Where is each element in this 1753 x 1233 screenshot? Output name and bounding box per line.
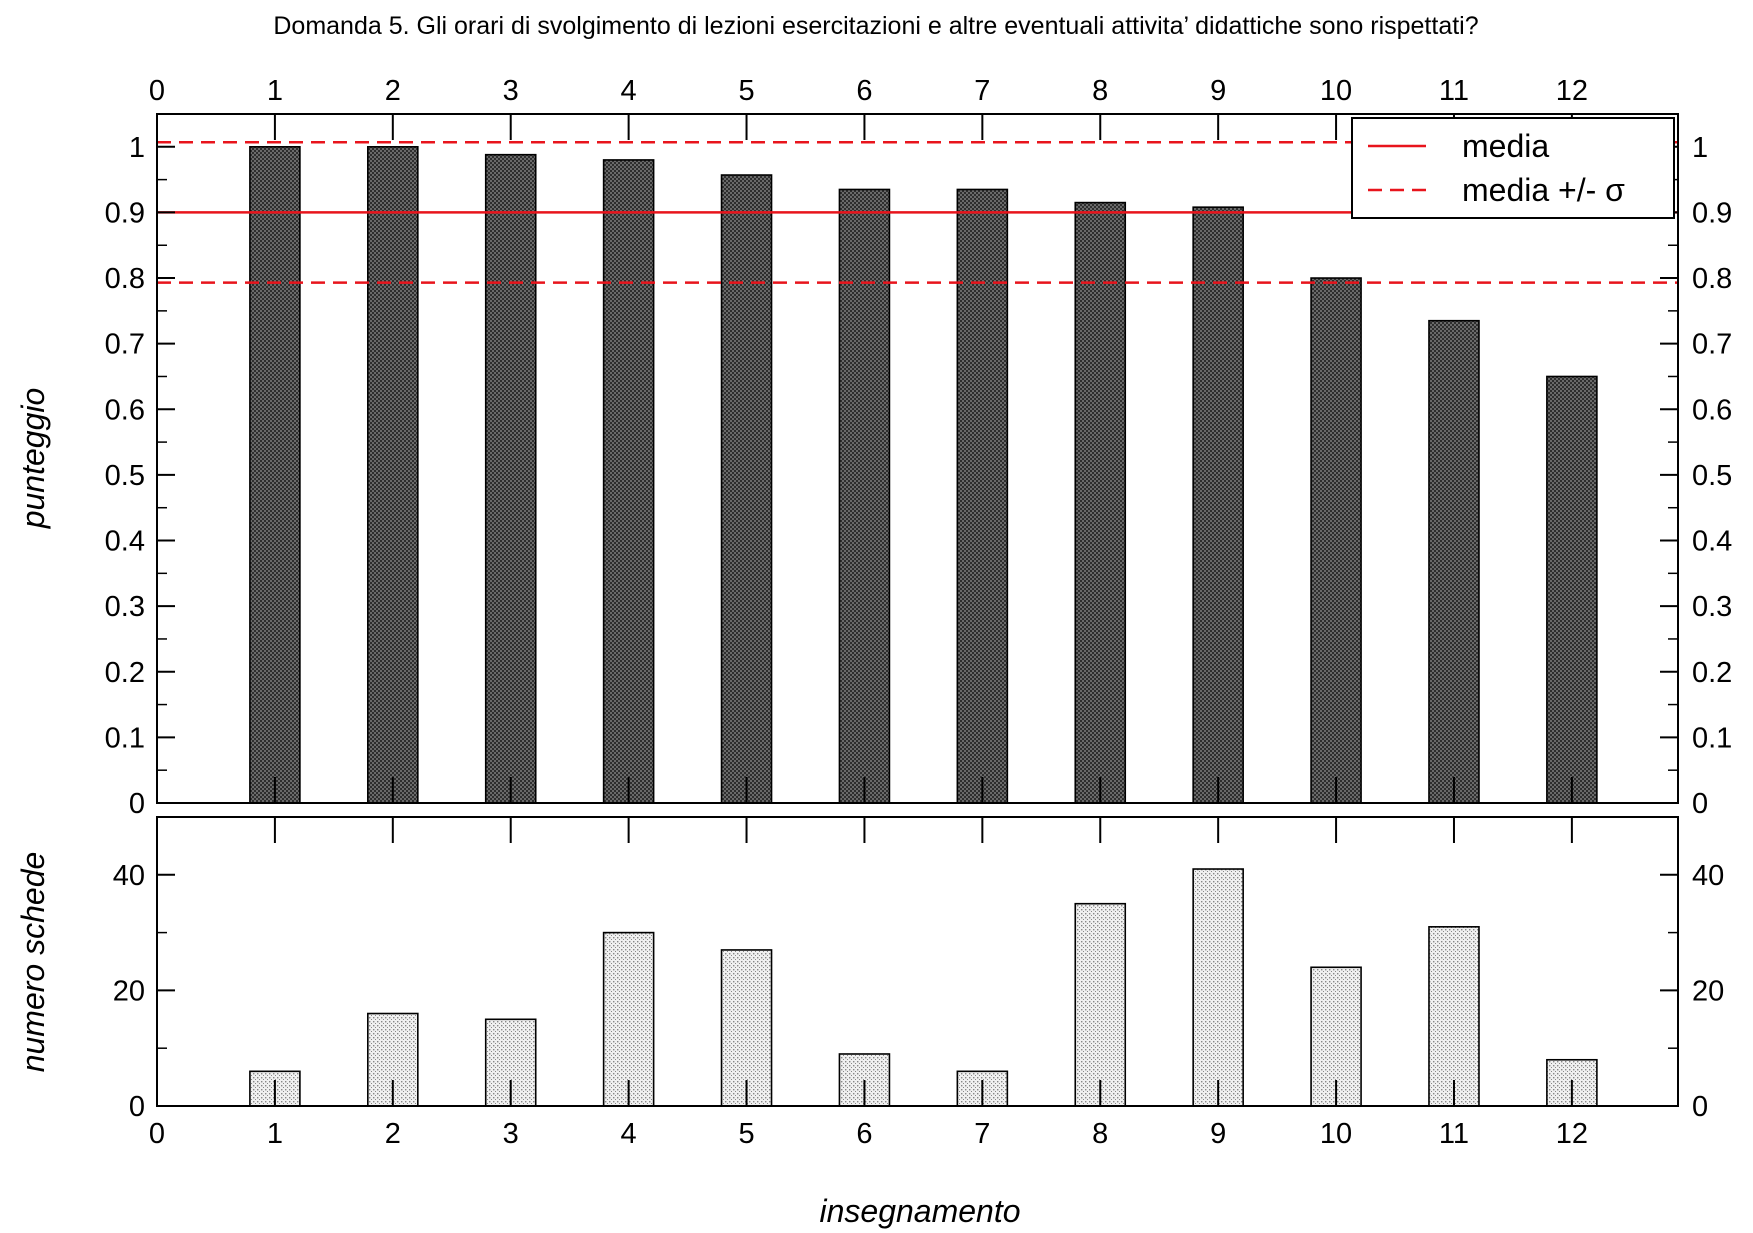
xtick-label-bottom: 7 bbox=[974, 1118, 990, 1150]
count-ytick-label-left: 20 bbox=[113, 975, 145, 1007]
count-ytick-label-left: 0 bbox=[129, 1091, 145, 1123]
score-bar-10 bbox=[1310, 277, 1362, 804]
xtick-label-top: 10 bbox=[1320, 75, 1352, 107]
xtick-label-top: 2 bbox=[385, 75, 401, 107]
xtick-label-top: 1 bbox=[267, 75, 283, 107]
legend-box bbox=[1351, 117, 1675, 219]
legend-label-1: media bbox=[1462, 128, 1549, 164]
count-ytick-label-right: 0 bbox=[1692, 1091, 1708, 1123]
score-ytick-label-right: 0.7 bbox=[1692, 329, 1732, 361]
score-ytick-label-right: 0.5 bbox=[1692, 460, 1732, 492]
count-plot-frame bbox=[156, 816, 1679, 1107]
xtick-label-bottom: 9 bbox=[1210, 1118, 1226, 1150]
score-ytick-label-right: 0.4 bbox=[1692, 526, 1732, 558]
score-bar-9 bbox=[1192, 206, 1244, 804]
y-axis-label-count: numero schede bbox=[15, 852, 51, 1073]
score-ytick-label-right: 1 bbox=[1692, 132, 1708, 164]
score-bar-5 bbox=[720, 174, 773, 804]
score-ytick-label-right: 0.1 bbox=[1692, 722, 1732, 754]
xtick-label-top: 12 bbox=[1556, 75, 1588, 107]
xtick-label-bottom: 12 bbox=[1556, 1118, 1588, 1150]
xtick-label-top: 6 bbox=[856, 75, 872, 107]
score-ytick-label-left: 0.1 bbox=[105, 722, 145, 754]
score-ytick-label-right: 0.6 bbox=[1692, 394, 1732, 426]
score-bar-3 bbox=[484, 153, 537, 804]
y-axis-label-score: punteggio bbox=[15, 388, 51, 530]
score-ytick-label-left: 1 bbox=[129, 132, 145, 164]
count-ytick-label-right: 20 bbox=[1692, 975, 1724, 1007]
score-ytick-label-left: 0.7 bbox=[105, 329, 145, 361]
xtick-label-bottom: 4 bbox=[621, 1118, 637, 1150]
score-bar-6 bbox=[838, 188, 891, 804]
score-ytick-label-left: 0.4 bbox=[105, 526, 145, 558]
count-ytick-label-left: 40 bbox=[113, 860, 145, 892]
score-panel: 0 0 0.1 0.1 0.2 0.2 0.3 0.3 0.4 0.4 0.5 0.5 0.6 0.6 0.… bbox=[105, 75, 1733, 820]
x-axis-label: insegnamento bbox=[819, 1193, 1020, 1229]
xtick-label-top: 11 bbox=[1439, 75, 1469, 107]
xtick-label-bottom: 1 bbox=[267, 1118, 283, 1150]
xtick-label-top: 4 bbox=[621, 75, 637, 107]
xtick-label-bottom: 10 bbox=[1320, 1118, 1352, 1150]
xtick-label-bottom: 5 bbox=[738, 1118, 754, 1150]
score-ytick-label-right: 0.2 bbox=[1692, 657, 1732, 689]
score-ytick-label-right: 0.9 bbox=[1692, 197, 1732, 229]
score-ytick-label-right: 0 bbox=[1692, 788, 1708, 820]
xtick-label-top: 3 bbox=[503, 75, 519, 107]
count-bar-11 bbox=[1428, 926, 1480, 1107]
xtick-label-top: 7 bbox=[974, 75, 990, 107]
score-bar-2 bbox=[367, 146, 419, 804]
chart-title: Domanda 5. Gli orari di svolgimento di l… bbox=[273, 12, 1478, 40]
legend-label-2: media +/- σ bbox=[1462, 172, 1625, 208]
xtick-label-top: 8 bbox=[1092, 75, 1108, 107]
score-ytick-label-left: 0.3 bbox=[105, 591, 145, 623]
xtick-label-bottom: 0 bbox=[149, 1118, 165, 1150]
xtick-label-bottom: 3 bbox=[503, 1118, 519, 1150]
score-ytick-label-left: 0 bbox=[129, 788, 145, 820]
score-ytick-label-left: 0.5 bbox=[105, 460, 145, 492]
score-ytick-label-left: 0.8 bbox=[105, 263, 145, 295]
xtick-label-top: 9 bbox=[1210, 75, 1226, 107]
count-bar-4 bbox=[602, 931, 655, 1107]
score-bar-1 bbox=[249, 146, 301, 804]
legend: media media +/- σ bbox=[1351, 117, 1675, 219]
score-bar-12 bbox=[1546, 375, 1598, 804]
count-bar-5 bbox=[720, 949, 773, 1107]
score-ytick-label-right: 0.3 bbox=[1692, 591, 1732, 623]
score-ytick-label-right: 0.8 bbox=[1692, 263, 1732, 295]
xtick-label-bottom: 8 bbox=[1092, 1118, 1108, 1150]
score-ytick-label-left: 0.9 bbox=[105, 197, 145, 229]
score-bar-8 bbox=[1074, 201, 1127, 804]
xtick-label-bottom: 11 bbox=[1439, 1118, 1469, 1150]
count-ytick-label-right: 40 bbox=[1692, 860, 1724, 892]
score-plot-frame bbox=[156, 113, 1679, 804]
score-bar-4 bbox=[602, 159, 655, 804]
score-bar-11 bbox=[1428, 319, 1480, 804]
xtick-label-bottom: 2 bbox=[385, 1118, 401, 1150]
xtick-label-top: 5 bbox=[738, 75, 754, 107]
score-ytick-label-left: 0.6 bbox=[105, 394, 145, 426]
xtick-label-top: 0 bbox=[149, 75, 165, 107]
score-ytick-label-left: 0.2 bbox=[105, 657, 145, 689]
xtick-label-bottom: 6 bbox=[856, 1118, 872, 1150]
count-bar-8 bbox=[1074, 902, 1127, 1107]
count-bar-9 bbox=[1192, 868, 1244, 1107]
